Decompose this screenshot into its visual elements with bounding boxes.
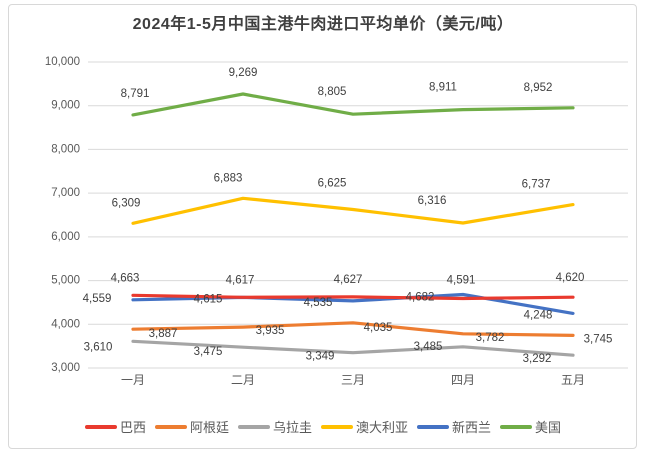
legend-item-5: 美国 xyxy=(500,417,561,436)
x-axis-tick-label: 五月 xyxy=(561,373,585,387)
series-line-1 xyxy=(131,321,575,337)
legend-swatch-icon xyxy=(84,424,117,429)
legend-swatch-icon xyxy=(321,424,353,429)
legend-swatch-icon xyxy=(417,424,450,429)
legend-swatch-icon xyxy=(500,424,533,429)
data-label: 4,591 xyxy=(447,274,476,286)
y-axis-tick-label: 4,000 xyxy=(51,318,80,330)
legend-swatch-icon xyxy=(154,424,187,429)
x-axis-tick-label: 二月 xyxy=(231,373,255,387)
x-axis-tick-label: 一月 xyxy=(121,373,145,387)
legend-item-0: 巴西 xyxy=(84,417,146,436)
y-axis-tick-label: 7,000 xyxy=(51,187,80,199)
legend-label: 乌拉圭 xyxy=(272,420,312,435)
y-axis-tick-label: 6,000 xyxy=(51,231,80,243)
data-label: 4,617 xyxy=(226,274,255,286)
data-label: 3,349 xyxy=(306,351,335,363)
legend: 巴西 阿根廷 乌拉圭 澳大利亚 新西兰 美国 xyxy=(0,417,646,436)
series-line-0 xyxy=(131,293,575,301)
data-label: 3,935 xyxy=(256,325,285,337)
y-axis-tick-label: 8,000 xyxy=(51,143,80,155)
y-axis-tick-label: 5,000 xyxy=(51,275,80,287)
data-label: 3,292 xyxy=(523,353,552,365)
chart-title: 2024年1-5月中国主港牛肉进口平均单价（美元/吨） xyxy=(132,16,514,33)
legend-label: 澳大利亚 xyxy=(356,420,409,435)
legend-label: 阿根廷 xyxy=(189,420,229,435)
legend-label: 巴西 xyxy=(119,420,146,435)
data-label: 6,309 xyxy=(112,197,141,209)
data-label: 3,475 xyxy=(194,346,223,358)
data-label: 8,952 xyxy=(524,82,553,94)
series-line-5 xyxy=(131,92,575,117)
series-line-3 xyxy=(131,196,575,225)
series-line-2 xyxy=(131,339,575,357)
data-label: 8,791 xyxy=(121,88,150,100)
data-label: 6,625 xyxy=(318,178,347,190)
data-label: 4,615 xyxy=(194,293,223,305)
y-axis-tick-label: 10,000 xyxy=(45,56,80,68)
data-label: 3,887 xyxy=(149,328,178,340)
legend-item-2: 乌拉圭 xyxy=(237,417,312,436)
data-label: 4,035 xyxy=(364,322,393,334)
data-label: 6,316 xyxy=(418,195,447,207)
data-label: 6,883 xyxy=(214,172,243,184)
data-label: 4,559 xyxy=(83,293,112,305)
legend-label: 新西兰 xyxy=(452,420,492,435)
y-axis-tick-label: 9,000 xyxy=(51,100,80,112)
data-label: 4,682 xyxy=(406,291,435,303)
y-axis-tick-label: 3,000 xyxy=(51,362,80,374)
data-label: 3,610 xyxy=(84,341,113,353)
data-label: 4,627 xyxy=(334,274,363,286)
data-label: 4,248 xyxy=(524,309,553,321)
legend-label: 美国 xyxy=(535,420,562,435)
legend-item-3: 澳大利亚 xyxy=(321,417,408,436)
x-axis-tick-label: 三月 xyxy=(341,373,365,387)
data-label: 3,782 xyxy=(476,332,505,344)
data-label: 4,620 xyxy=(556,272,585,284)
data-label: 9,269 xyxy=(229,67,258,79)
data-label: 3,485 xyxy=(414,341,443,353)
legend-item-1: 阿根廷 xyxy=(154,417,229,436)
data-label: 8,805 xyxy=(318,86,347,98)
data-label: 3,745 xyxy=(584,333,613,345)
data-label: 4,663 xyxy=(111,272,140,284)
data-label: 8,911 xyxy=(429,82,457,94)
data-label: 6,737 xyxy=(522,179,551,191)
legend-item-4: 新西兰 xyxy=(417,417,491,436)
chart-frame xyxy=(8,4,637,449)
data-label: 4,535 xyxy=(304,297,333,309)
x-axis-tick-label: 四月 xyxy=(451,373,475,387)
legend-swatch-icon xyxy=(237,424,270,429)
